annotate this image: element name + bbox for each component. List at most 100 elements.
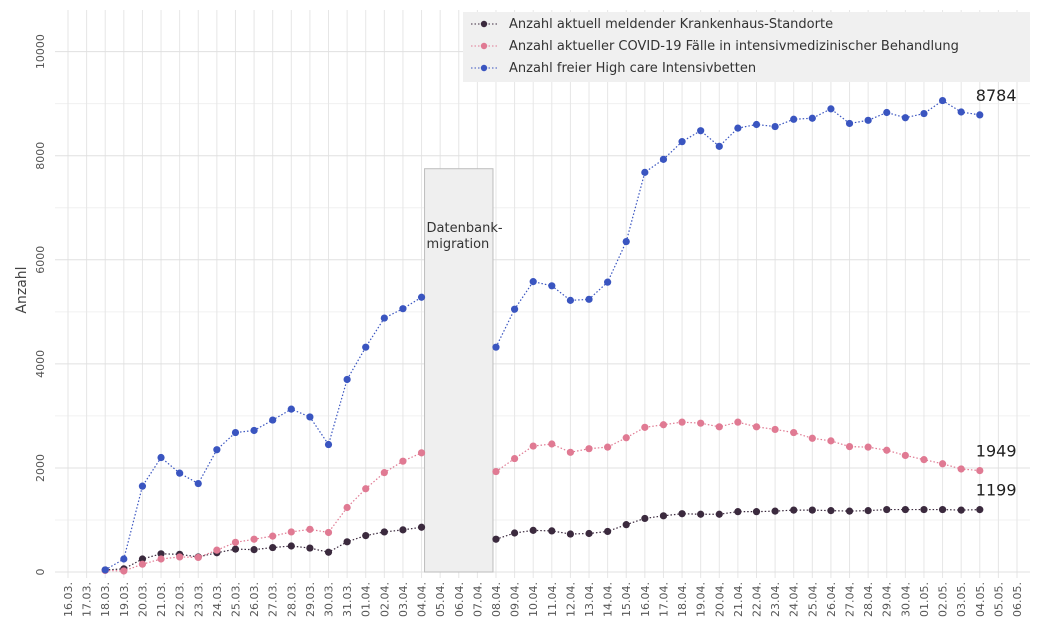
data-point [622,434,630,442]
data-point [808,434,816,442]
end-value-label: 1199 [976,481,1017,500]
data-point [231,545,240,553]
data-point [790,115,798,123]
data-point [306,413,314,421]
data-point [510,454,519,463]
x-tick-label: 30.03. [323,582,336,617]
data-point [362,531,370,540]
y-tick-label: 0 [34,569,47,576]
data-point [883,108,891,117]
x-tick-label: 21.04. [732,582,745,617]
x-tick-label: 29.03. [304,582,317,617]
x-tick-label: 02.05. [937,582,950,617]
series-line [105,421,980,572]
data-point [976,506,984,514]
data-point [604,527,612,536]
x-tick-label: 04.05. [974,582,987,617]
data-point [641,168,649,176]
data-point [622,521,630,529]
x-tick-label: 18.03. [99,582,112,617]
x-tick-label: 24.03. [211,582,224,617]
x-tick-label: 03.05. [955,582,968,617]
data-point [845,119,854,128]
data-point [324,548,333,556]
x-tick-label: 01.05. [918,582,931,617]
data-point [138,560,147,568]
data-point [213,446,221,454]
data-point [697,510,705,518]
data-point [417,523,426,531]
x-tick-label: 20.03. [136,582,149,617]
x-tick-label: 05.05. [992,582,1005,617]
data-point [287,542,295,550]
data-point [417,449,426,457]
data-point [566,530,575,538]
data-point [176,469,184,477]
data-point [417,293,426,301]
data-point [176,553,184,561]
data-point [231,428,240,437]
data-point [585,529,593,538]
data-point [269,543,277,552]
x-tick-label: 23.04. [769,582,782,617]
data-point [399,305,407,313]
annotation-text: Datenbank- [427,221,503,236]
data-point [213,546,221,554]
x-tick-label: 01.04. [360,582,373,617]
x-tick-label: 28.03. [285,582,298,617]
x-tick-label: 26.03. [248,582,261,617]
data-point [697,419,705,427]
legend-label: Anzahl freier High care Intensivbetten [509,61,756,76]
data-point [343,375,351,384]
y-tick-label: 2000 [34,454,47,482]
data-point [827,507,835,515]
x-tick-label: 06.04. [453,582,466,617]
x-tick-label: 22.04. [750,582,763,617]
data-point [529,442,537,450]
data-point [920,109,928,118]
data-point [678,510,686,518]
data-point [883,505,891,514]
data-point [250,426,258,435]
data-point [306,525,314,533]
data-point [957,108,965,116]
data-point [771,122,779,131]
legend-marker [480,20,488,28]
data-point [715,510,723,518]
data-point [938,505,947,514]
legend-marker [480,42,488,50]
y-tick-label: 8000 [34,142,47,170]
data-point [976,111,984,119]
data-point [883,446,891,454]
legend-marker [480,64,488,72]
data-point [548,282,556,290]
data-point [827,437,835,445]
data-point [399,457,407,465]
data-point [362,343,370,351]
x-tick-label: 30.04. [899,582,912,617]
end-value-label: 8784 [976,86,1017,105]
data-point [510,305,519,313]
x-tick-label: 14.04. [602,582,615,617]
data-point [901,451,909,460]
data-point [808,506,816,514]
data-point [864,507,872,515]
data-point [938,96,947,105]
y-tick-label: 10000 [34,34,47,69]
data-point [306,544,314,552]
data-point [920,456,928,464]
data-point [957,465,965,473]
x-tick-label: 27.03. [267,582,280,617]
data-point [585,445,593,453]
data-point [269,532,277,540]
data-point [659,512,668,520]
x-tick-label: 13.04. [583,582,596,617]
data-point [715,423,723,431]
x-tick-label: 21.03. [155,582,168,617]
data-point [250,546,258,554]
data-point [641,423,649,431]
y-tick-label: 4000 [34,350,47,378]
data-point [771,425,779,434]
data-point [343,503,351,512]
data-point [976,466,984,475]
